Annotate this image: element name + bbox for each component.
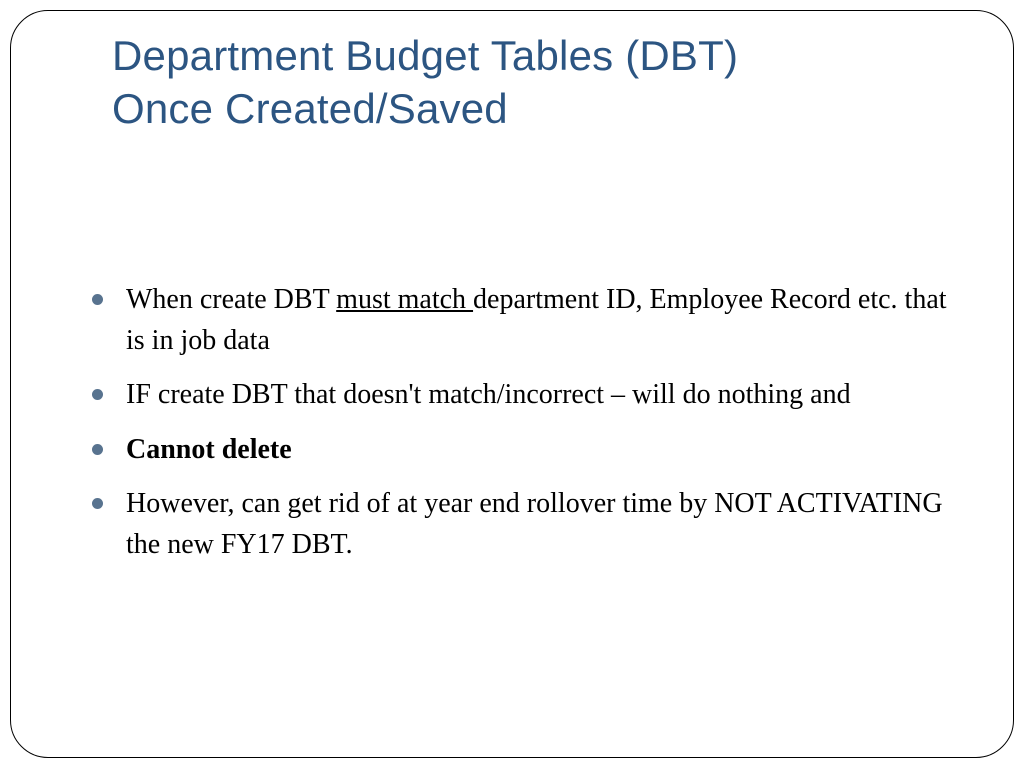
body-block: When create DBT must match department ID…	[86, 280, 964, 580]
slide: Department Budget Tables (DBT) Once Crea…	[0, 0, 1024, 768]
title-line-2: Once Created/Saved	[112, 85, 508, 132]
bullet-text: However, can get rid of at year end roll…	[126, 488, 943, 560]
list-item: IF create DBT that doesn't match/incorre…	[86, 375, 964, 416]
bullet-list: When create DBT must match department ID…	[86, 280, 964, 566]
slide-title: Department Budget Tables (DBT) Once Crea…	[112, 30, 964, 135]
title-line-1: Department Budget Tables (DBT)	[112, 32, 738, 79]
list-item: Cannot delete	[86, 430, 964, 471]
list-item: When create DBT must match department ID…	[86, 280, 964, 361]
bullet-text-underlined: must match	[336, 284, 473, 315]
title-block: Department Budget Tables (DBT) Once Crea…	[112, 30, 964, 135]
list-item: However, can get rid of at year end roll…	[86, 484, 964, 565]
bullet-text: IF create DBT that doesn't match/incorre…	[126, 379, 851, 410]
bullet-text-pre: When create DBT	[126, 284, 336, 315]
bullet-text-bold: Cannot delete	[126, 434, 292, 465]
